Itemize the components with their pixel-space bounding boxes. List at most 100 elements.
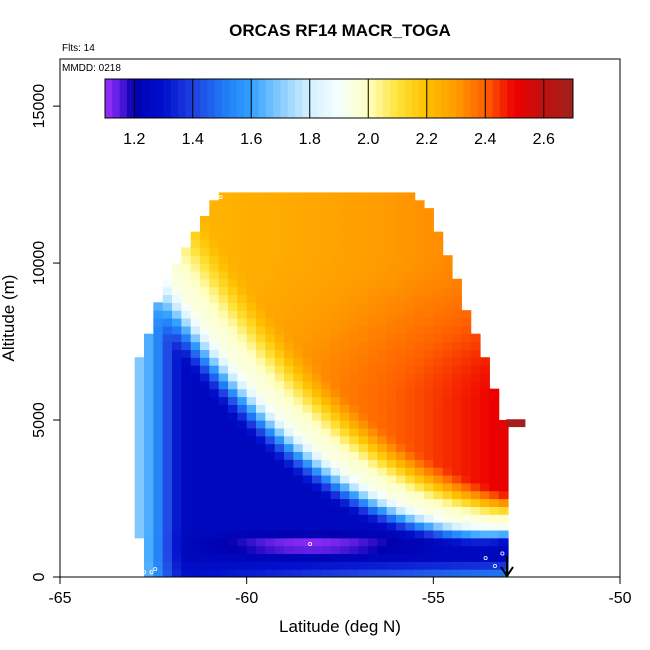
heatmap-cell bbox=[237, 365, 248, 374]
heatmap-cell bbox=[358, 404, 369, 413]
heatmap-cell bbox=[274, 498, 285, 507]
heatmap-cell bbox=[228, 561, 238, 570]
heatmap-cell bbox=[274, 365, 285, 374]
heatmap-cell bbox=[312, 514, 322, 523]
heatmap-cell bbox=[284, 302, 294, 311]
heatmap-cell bbox=[405, 231, 416, 241]
heatmap-cell bbox=[452, 372, 462, 382]
heatmap-cell bbox=[209, 223, 220, 233]
heatmap-cell bbox=[246, 263, 257, 272]
heatmap-cell bbox=[302, 372, 313, 382]
heatmap-cell bbox=[246, 427, 257, 437]
heatmap-cell bbox=[405, 529, 416, 539]
heatmap-cell bbox=[498, 545, 509, 555]
heatmap-cell bbox=[377, 318, 388, 327]
heatmap-cell bbox=[293, 215, 304, 225]
heatmap-cell bbox=[321, 270, 332, 280]
colorbar-cell bbox=[404, 79, 413, 118]
x-tick-label: -60 bbox=[235, 590, 258, 607]
heatmap-cell bbox=[200, 231, 210, 241]
heatmap-cell bbox=[265, 333, 276, 343]
flight-sample-marker bbox=[483, 556, 488, 561]
heatmap-cell bbox=[433, 553, 444, 562]
heatmap-cell bbox=[340, 357, 350, 366]
heatmap-cell bbox=[405, 569, 416, 577]
heatmap-cell bbox=[461, 506, 472, 515]
heatmap-cell bbox=[209, 506, 220, 515]
heatmap-cell bbox=[153, 372, 164, 382]
heatmap-cell bbox=[302, 215, 313, 225]
heatmap-cell bbox=[153, 333, 164, 343]
heatmap-cell bbox=[470, 357, 481, 366]
heatmap-cell bbox=[330, 286, 341, 296]
heatmap-cell bbox=[461, 553, 472, 562]
heatmap-cell bbox=[134, 443, 145, 453]
heatmap-cell bbox=[442, 490, 453, 500]
heatmap-cell bbox=[470, 490, 481, 500]
heatmap-cell bbox=[340, 506, 350, 515]
heatmap-cell bbox=[172, 357, 182, 366]
heatmap-cell bbox=[368, 349, 378, 358]
heatmap-cell bbox=[134, 365, 145, 374]
heatmap-cell bbox=[312, 286, 322, 296]
colorbar-cell bbox=[521, 79, 530, 118]
heatmap-cell bbox=[312, 498, 322, 507]
heatmap-cell bbox=[349, 451, 360, 460]
heatmap-cell bbox=[256, 231, 266, 241]
heatmap-cell bbox=[414, 302, 425, 311]
heatmap-cell bbox=[284, 459, 294, 468]
heatmap-cell bbox=[209, 247, 220, 256]
heatmap-cell bbox=[377, 208, 388, 217]
heatmap-cell bbox=[302, 553, 313, 562]
heatmap-cell bbox=[349, 372, 360, 382]
heatmap-cell bbox=[209, 255, 220, 264]
heatmap-cell bbox=[368, 561, 378, 570]
heatmap-cell bbox=[293, 286, 304, 296]
heatmap-cell bbox=[284, 506, 294, 515]
heatmap-cell bbox=[452, 467, 462, 476]
heatmap-cell bbox=[452, 569, 462, 577]
heatmap-cell bbox=[181, 263, 192, 272]
heatmap-cell bbox=[424, 427, 434, 437]
heatmap-cell bbox=[414, 569, 425, 577]
heatmap-cell bbox=[256, 435, 266, 445]
heatmap-cell bbox=[321, 263, 332, 272]
colorbar-cell bbox=[280, 79, 289, 118]
heatmap-cell bbox=[181, 247, 192, 256]
colorbar-cell bbox=[331, 79, 340, 118]
heatmap-cell bbox=[284, 372, 294, 382]
heatmap-cell bbox=[181, 341, 192, 350]
heatmap-cell bbox=[386, 420, 397, 429]
heatmap-cell bbox=[489, 569, 500, 577]
heatmap-cell bbox=[209, 451, 220, 460]
heatmap-cell bbox=[190, 270, 201, 280]
heatmap-cell bbox=[424, 302, 434, 311]
heatmap-cell bbox=[377, 341, 388, 350]
heatmap-cell bbox=[396, 443, 406, 453]
heatmap-cell bbox=[340, 427, 350, 437]
heatmap-cell bbox=[368, 522, 378, 531]
heatmap-cell bbox=[284, 514, 294, 523]
heatmap-cell bbox=[265, 192, 276, 201]
heatmap-cell bbox=[433, 404, 444, 413]
heatmap-cell bbox=[190, 247, 201, 256]
heatmap-cell bbox=[321, 310, 332, 319]
heatmap-cell bbox=[368, 286, 378, 296]
heatmap-cell bbox=[442, 310, 453, 319]
heatmap-cell bbox=[181, 506, 192, 515]
heatmap-cell bbox=[181, 498, 192, 507]
heatmap-cell bbox=[358, 467, 369, 476]
heatmap-cell bbox=[405, 333, 416, 343]
heatmap-cell bbox=[312, 192, 322, 201]
heatmap-cell bbox=[321, 545, 332, 555]
heatmap-cell bbox=[246, 553, 257, 562]
heatmap-cell bbox=[200, 561, 210, 570]
heatmap-cell bbox=[321, 192, 332, 201]
heatmap-cell bbox=[200, 490, 210, 500]
heatmap-cell bbox=[340, 278, 350, 288]
heatmap-cell bbox=[181, 294, 192, 303]
heatmap-cell bbox=[237, 490, 248, 500]
heatmap-cell bbox=[358, 396, 369, 405]
colorbar-cell bbox=[265, 79, 274, 118]
colorbar-cell bbox=[302, 79, 311, 118]
